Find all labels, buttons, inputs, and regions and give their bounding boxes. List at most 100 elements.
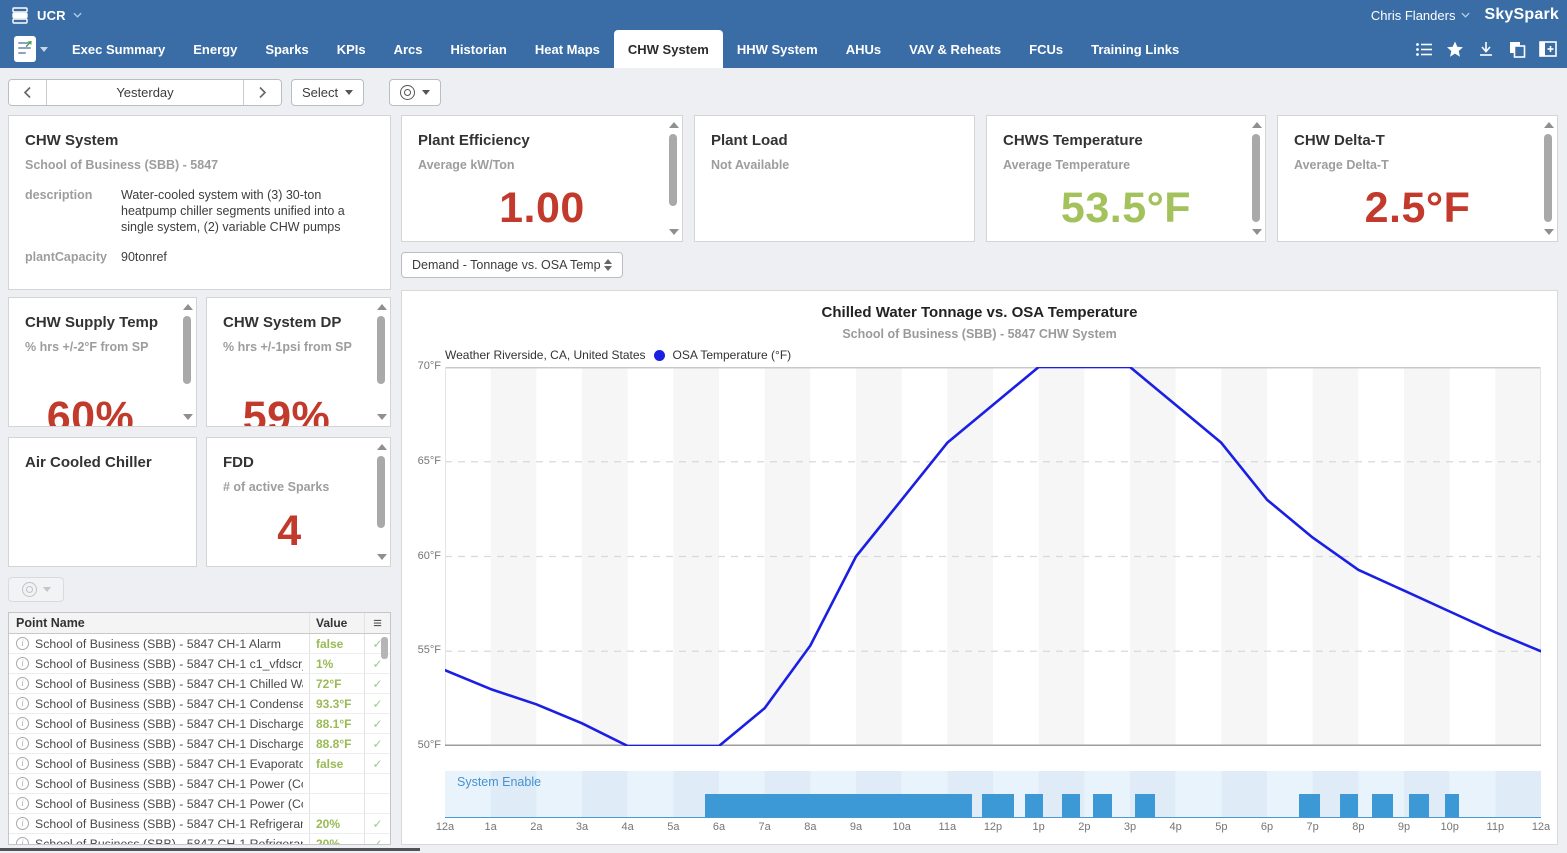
- plot-area: [443, 365, 1543, 748]
- table-row[interactable]: i School of Business (SBB) - 5847 CH-1 Co…: [9, 694, 390, 714]
- point-value: 88.8°F: [309, 734, 364, 753]
- point-value: [309, 774, 364, 793]
- select-dropdown[interactable]: Select: [291, 79, 365, 106]
- kpi-value: 4: [277, 507, 302, 555]
- info-icon[interactable]: i: [16, 657, 29, 670]
- x-tick-label: 2a: [530, 821, 543, 833]
- project-name: UCR: [37, 7, 66, 23]
- info-icon[interactable]: i: [16, 697, 29, 710]
- tab-energy[interactable]: Energy: [193, 41, 238, 57]
- table-row[interactable]: i School of Business (SBB) - 5847 CH-1 Re…: [9, 814, 390, 834]
- tab-training-links[interactable]: Training Links: [1091, 41, 1180, 57]
- info-icon[interactable]: i: [16, 757, 29, 770]
- tab-hhw-system[interactable]: HHW System: [736, 41, 818, 57]
- chevron-down-icon: [422, 90, 431, 95]
- info-icon[interactable]: i: [16, 737, 29, 750]
- field-label: description: [25, 188, 93, 202]
- tab-heat-maps[interactable]: Heat Maps: [534, 41, 600, 57]
- table-row[interactable]: i School of Business (SBB) - 5847 CH-1 Ch…: [9, 674, 390, 694]
- card-field-description: description Water-cooled system with (3) …: [9, 187, 390, 235]
- server-stack-icon: [12, 6, 28, 24]
- x-tick-label: 9p: [1397, 821, 1411, 833]
- tab-ahus[interactable]: AHUs: [845, 41, 882, 57]
- view-list-icon[interactable]: [1415, 40, 1433, 58]
- system-enable-track: System Enable: [445, 771, 1541, 818]
- x-tick-label: 9a: [849, 821, 863, 833]
- card-field-plantcapacity: plantCapacity 90tonref: [9, 249, 390, 265]
- table-scrollbar-thumb[interactable]: [381, 637, 388, 659]
- card-title: CHWS Temperature: [1003, 132, 1143, 149]
- card-scrollbar[interactable]: [1541, 117, 1556, 240]
- view-switcher[interactable]: ➚: [0, 30, 58, 68]
- chevron-down-icon: [73, 12, 82, 18]
- new-window-icon[interactable]: [1539, 40, 1557, 58]
- info-icon[interactable]: i: [16, 797, 29, 810]
- prev-day-button[interactable]: [9, 80, 47, 105]
- table-menu-button[interactable]: ≡: [364, 613, 390, 633]
- enable-on-segment: [1024, 794, 1044, 817]
- enable-on-segment: [1340, 794, 1359, 817]
- tab-vav-reheats[interactable]: VAV & Reheats: [909, 41, 1002, 57]
- tab-chw-system[interactable]: CHW System: [613, 30, 723, 68]
- info-icon[interactable]: i: [16, 677, 29, 690]
- date-range-field[interactable]: Yesterday: [116, 85, 174, 100]
- table-row[interactable]: i School of Business (SBB) - 5847 CH-1 Ev…: [9, 754, 390, 774]
- copy-icon[interactable]: [1508, 40, 1526, 58]
- tab-arcs[interactable]: Arcs: [393, 41, 423, 57]
- x-tick-label: 10a: [892, 821, 911, 833]
- project-selector[interactable]: UCR: [12, 0, 82, 30]
- x-tick-label: 8a: [804, 821, 817, 833]
- target-icon: [400, 85, 416, 100]
- card-scrollbar[interactable]: [180, 299, 195, 425]
- table-row[interactable]: i School of Business (SBB) - 5847 CH-1 Al…: [9, 634, 390, 654]
- info-icon[interactable]: i: [16, 777, 29, 790]
- favorite-star-icon[interactable]: [1446, 40, 1464, 58]
- point-value: [309, 794, 364, 813]
- check-icon: ✓: [364, 674, 390, 693]
- table-row[interactable]: i School of Business (SBB) - 5847 CH-1 c1…: [9, 654, 390, 674]
- info-icon[interactable]: i: [16, 837, 29, 844]
- target-record-dropdown[interactable]: [389, 79, 442, 106]
- download-icon[interactable]: [1477, 40, 1495, 58]
- table-row[interactable]: i School of Business (SBB) - 5847 CH-1 Po…: [9, 774, 390, 794]
- target-icon: [21, 582, 37, 597]
- report-view-icon: ➚: [14, 36, 36, 62]
- enable-on-segment: [1408, 794, 1430, 817]
- x-tick-label: 2p: [1078, 821, 1091, 833]
- point-value: 20%: [309, 814, 364, 833]
- table-row[interactable]: i School of Business (SBB) - 5847 CH-1 Re…: [9, 834, 390, 844]
- card-scrollbar[interactable]: [374, 299, 389, 425]
- table-row[interactable]: i School of Business (SBB) - 5847 CH-1 Di…: [9, 714, 390, 734]
- tab-sparks[interactable]: Sparks: [265, 41, 309, 57]
- card-scrollbar[interactable]: [374, 439, 389, 565]
- tab-kpis[interactable]: KPIs: [336, 41, 366, 57]
- chw-system-dp-card: CHW System DP % hrs +/-1psi from SP 59%: [206, 297, 391, 427]
- legend-label: OSA Temperature (°F): [672, 348, 792, 362]
- card-title: CHW Supply Temp: [25, 314, 159, 331]
- field-label: plantCapacity: [25, 250, 107, 264]
- chart-title: Chilled Water Tonnage vs. OSA Temperatur…: [821, 304, 1138, 321]
- tab-exec-summary[interactable]: Exec Summary: [72, 41, 166, 57]
- table-row[interactable]: i School of Business (SBB) - 5847 CH-1 Di…: [9, 734, 390, 754]
- info-icon[interactable]: i: [16, 817, 29, 830]
- next-day-button[interactable]: [243, 80, 281, 105]
- y-tick-label: 55°F: [417, 644, 441, 657]
- user-menu[interactable]: Chris Flanders: [1371, 8, 1471, 23]
- card-scrollbar[interactable]: [666, 117, 681, 240]
- point-status: [364, 794, 390, 813]
- x-tick-label: 7p: [1306, 821, 1319, 833]
- card-subtitle: % hrs +/-1psi from SP: [223, 340, 352, 354]
- card-scrollbar[interactable]: [1249, 117, 1264, 240]
- info-icon[interactable]: i: [16, 637, 29, 650]
- info-icon[interactable]: i: [16, 717, 29, 730]
- table-row[interactable]: i School of Business (SBB) - 5847 CH-1 Po…: [9, 794, 390, 814]
- chart-type-selector[interactable]: Demand - Tonnage vs. OSA Temp: [401, 252, 623, 278]
- enable-on-segment: [1372, 794, 1393, 817]
- tab-historian[interactable]: Historian: [450, 41, 507, 57]
- x-tick-label: 5a: [667, 821, 680, 833]
- tab-fcus[interactable]: FCUs: [1029, 41, 1064, 57]
- target-record-dropdown-disabled[interactable]: [8, 577, 64, 602]
- check-icon: ✓: [364, 694, 390, 713]
- tab-list: Exec Summary Energy Sparks KPIs Arcs Historia…: [58, 30, 1193, 68]
